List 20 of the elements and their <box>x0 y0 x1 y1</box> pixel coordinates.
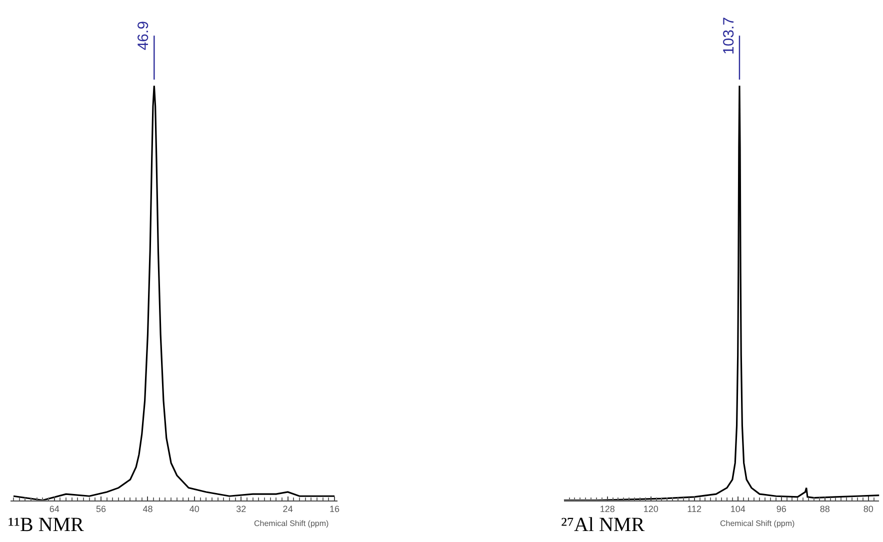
text: ²⁷Al NMR <box>561 514 646 536</box>
x-tick-label: 16 <box>329 504 340 514</box>
x-tick-label: 88 <box>820 504 830 514</box>
x-tick-label: 64 <box>49 504 60 514</box>
annotation: 103.7 <box>720 17 738 55</box>
x-tick-label: 56 <box>96 504 106 514</box>
x-tick-label: 112 <box>687 504 702 514</box>
x-axis-title: Chemical Shift (ppm) <box>720 519 796 528</box>
x-tick-label: 80 <box>863 504 874 514</box>
x-tick-label: 120 <box>643 504 658 514</box>
x-tick-label: 48 <box>142 504 153 514</box>
text: ¹¹B NMR <box>8 514 85 536</box>
x-tick-label: 32 <box>236 504 246 514</box>
x-tick-label: 104 <box>730 504 746 514</box>
x-tick-label: 40 <box>189 504 200 514</box>
annotation: 46.9 <box>135 21 152 50</box>
x-axis-title: Chemical Shift (ppm) <box>254 519 330 528</box>
x-tick-label: 128 <box>600 504 615 514</box>
x-tick-label: 24 <box>282 504 293 514</box>
x-tick-label: 96 <box>776 504 786 514</box>
